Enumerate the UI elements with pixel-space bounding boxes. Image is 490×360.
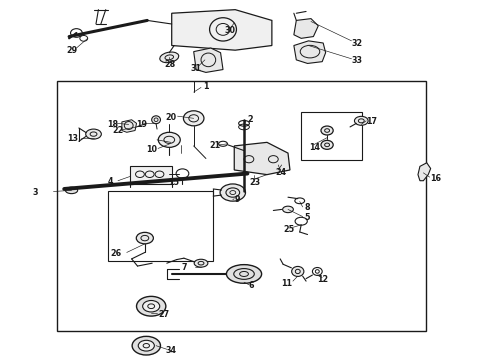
Ellipse shape [321,126,333,135]
Ellipse shape [354,116,368,125]
Bar [301,112,362,160]
Text: 18: 18 [107,120,119,129]
Text: 10: 10 [147,145,157,154]
Text: 27: 27 [158,310,169,319]
Ellipse shape [136,232,153,244]
Text: 7: 7 [181,264,187,273]
Ellipse shape [138,340,154,351]
Text: 16: 16 [430,174,441,183]
Text: 20: 20 [166,113,177,122]
Polygon shape [418,163,431,181]
Polygon shape [172,10,272,50]
Text: 15: 15 [168,178,179,187]
Text: 22: 22 [112,126,123,135]
Ellipse shape [158,132,180,147]
Text: 26: 26 [111,249,122,258]
Ellipse shape [86,129,101,139]
Text: 23: 23 [249,178,260,187]
Text: 5: 5 [305,213,310,222]
Text: 34: 34 [166,346,177,355]
Bar [130,166,172,184]
Text: 17: 17 [366,117,377,126]
Polygon shape [294,41,326,63]
Text: 1: 1 [203,82,209,91]
Ellipse shape [283,206,294,213]
Text: 2: 2 [247,115,253,124]
Text: 33: 33 [351,57,363,66]
Polygon shape [234,142,290,175]
Bar [108,191,213,261]
Polygon shape [294,19,318,39]
Ellipse shape [160,52,179,63]
Text: 19: 19 [137,120,147,129]
Polygon shape [194,48,223,72]
Text: 21: 21 [210,141,221,150]
Ellipse shape [226,265,262,283]
Ellipse shape [220,184,245,201]
Ellipse shape [292,266,304,276]
Text: 12: 12 [318,275,328,284]
Text: 30: 30 [224,26,236,35]
Polygon shape [122,120,137,132]
Text: 32: 32 [351,39,363,48]
Ellipse shape [194,259,208,267]
Ellipse shape [132,336,160,355]
Ellipse shape [183,111,204,126]
Ellipse shape [321,140,333,149]
Ellipse shape [143,301,160,312]
Bar [57,81,426,330]
Text: 9: 9 [234,195,240,204]
Text: 25: 25 [283,225,294,234]
Text: 11: 11 [282,279,293,288]
Ellipse shape [66,187,77,194]
Text: 28: 28 [164,60,175,69]
Text: 3: 3 [32,188,38,197]
Text: 13: 13 [67,134,77,143]
Text: 29: 29 [67,46,78,55]
Text: 6: 6 [249,281,254,290]
Ellipse shape [137,296,166,316]
Text: 24: 24 [275,168,287,177]
Text: 8: 8 [305,203,310,212]
Text: 31: 31 [190,64,201,73]
Text: 4: 4 [107,177,113,186]
Ellipse shape [152,116,160,124]
Text: 14: 14 [310,143,320,152]
